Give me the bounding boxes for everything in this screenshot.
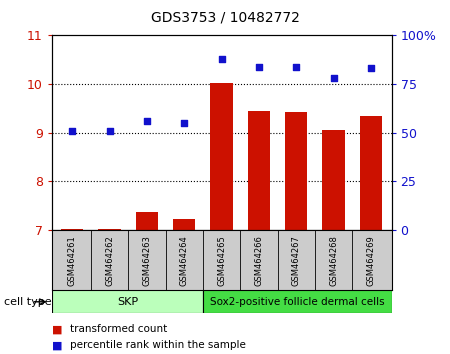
Point <box>292 64 300 69</box>
Bar <box>323 130 345 230</box>
Point <box>181 120 188 126</box>
Bar <box>52 290 203 313</box>
Text: GSM464267: GSM464267 <box>292 235 301 286</box>
Text: transformed count: transformed count <box>70 324 167 334</box>
Text: GSM464268: GSM464268 <box>329 235 338 286</box>
Point <box>144 118 151 124</box>
Bar <box>136 212 158 230</box>
Point <box>69 128 76 133</box>
Text: ■: ■ <box>52 340 62 350</box>
Text: GSM464269: GSM464269 <box>366 235 375 286</box>
Text: cell type: cell type <box>4 297 52 307</box>
Text: percentile rank within the sample: percentile rank within the sample <box>70 340 246 350</box>
Text: GSM464263: GSM464263 <box>143 235 152 286</box>
Text: Sox2-positive follicle dermal cells: Sox2-positive follicle dermal cells <box>210 297 385 307</box>
Bar <box>173 219 195 230</box>
Point <box>106 128 113 133</box>
Bar <box>211 83 233 230</box>
Point <box>367 65 374 71</box>
Text: GSM464266: GSM464266 <box>254 235 263 286</box>
Point <box>255 64 262 69</box>
Bar <box>285 112 307 230</box>
Text: GSM464264: GSM464264 <box>180 235 189 286</box>
Text: GSM464262: GSM464262 <box>105 235 114 286</box>
Text: SKP: SKP <box>117 297 138 307</box>
Text: GSM464261: GSM464261 <box>68 235 77 286</box>
Text: GSM464265: GSM464265 <box>217 235 226 286</box>
Bar <box>360 116 382 230</box>
Point <box>330 75 337 81</box>
Point <box>218 56 225 62</box>
Bar <box>203 290 392 313</box>
Bar <box>61 229 84 230</box>
Bar <box>248 111 270 230</box>
Bar <box>99 229 121 230</box>
Text: GDS3753 / 10482772: GDS3753 / 10482772 <box>151 11 299 25</box>
Text: ■: ■ <box>52 324 62 334</box>
